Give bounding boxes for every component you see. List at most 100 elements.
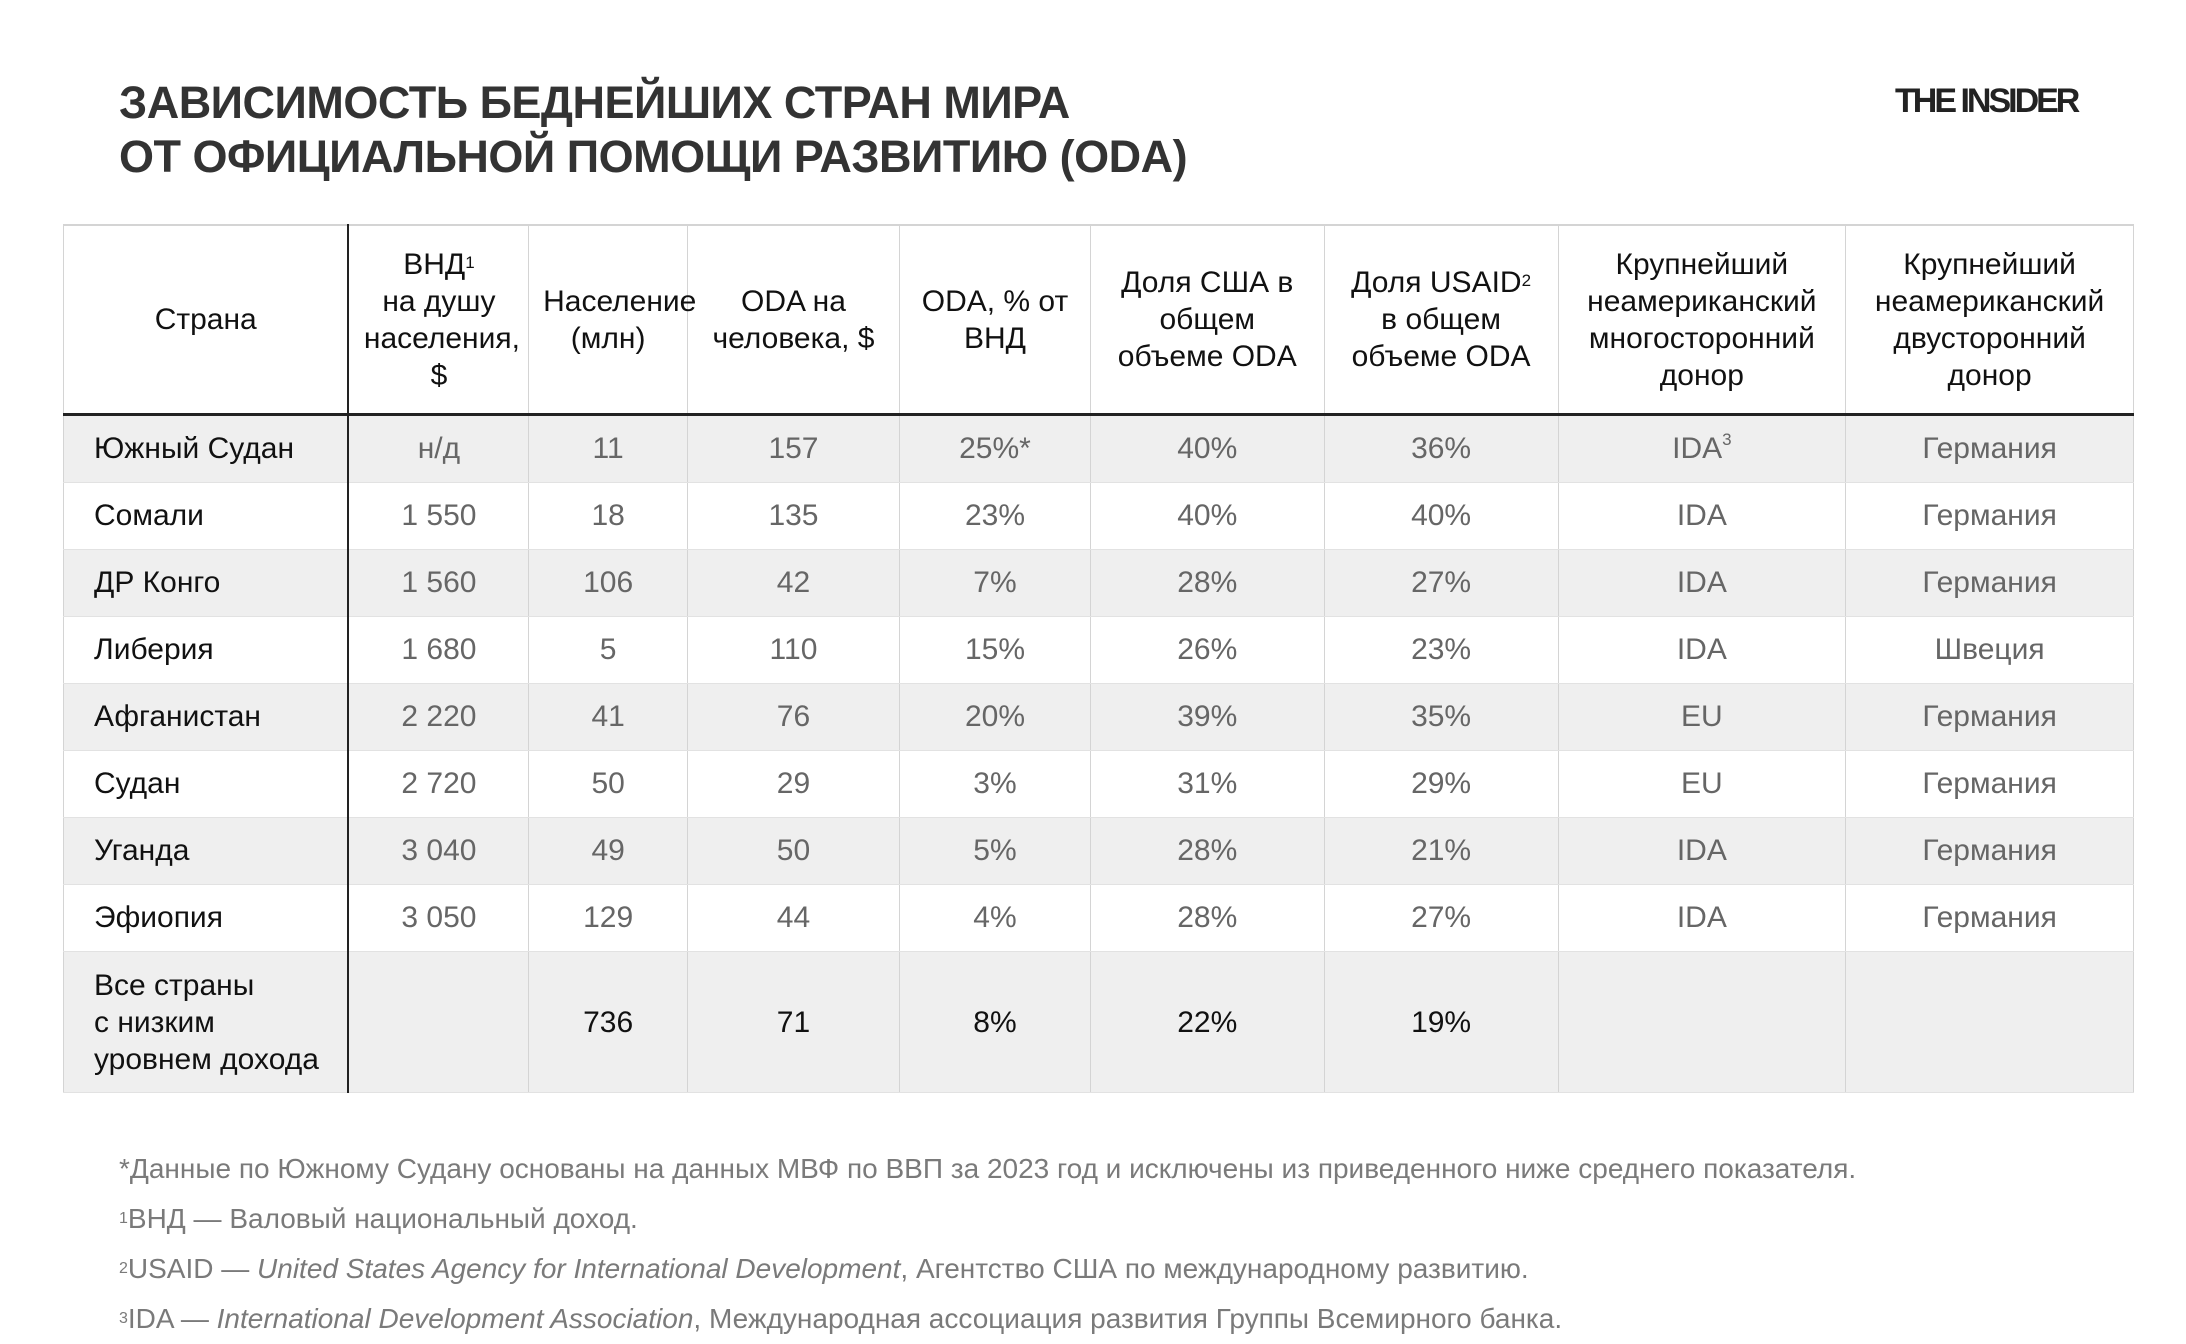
footnote-italic: International Development Association [216, 1303, 694, 1334]
footnote-text: IDA — [127, 1303, 217, 1334]
bilateral-donor-cell: Швеция [1845, 616, 2134, 684]
table-row: Либерия 1 680 5 110 15% 26% 23% IDA Швеция [63, 616, 2134, 684]
header-oda-gni: ODA, % от ВНД [899, 224, 1091, 416]
header-oda-per-capita: ODA на человека, $ [686, 224, 901, 416]
cell-text: с низким [94, 1005, 215, 1039]
footnote-ref: 1 [465, 252, 475, 272]
footnote-text: ВНД — Валовый национальный доход. [127, 1203, 638, 1234]
header-gni: ВНД1 на душу населения, $ [347, 224, 530, 416]
header-text: на душу населения, $ [363, 284, 520, 392]
oda-per-capita-cell: 29 [686, 750, 901, 818]
gni-cell: 3 040 [347, 817, 530, 885]
gni-cell: 1 680 [347, 616, 530, 684]
bilateral-donor-cell: Германия [1845, 817, 2134, 885]
oda-per-capita-cell: 157 [686, 414, 901, 483]
country-cell: Все страны с низким уровнем дохода [63, 951, 350, 1093]
bilateral-donor-cell: Германия [1845, 683, 2134, 751]
population-cell: 736 [528, 951, 688, 1093]
header-country: Страна [63, 224, 350, 416]
multilateral-donor-cell [1557, 951, 1847, 1093]
us-share-cell: 28% [1089, 817, 1325, 885]
population-cell: 18 [528, 482, 688, 550]
table-row: Сомали 1 550 18 135 23% 40% 40% IDA Германия [63, 482, 2134, 550]
multilateral-donor-cell: IDA [1557, 482, 1847, 550]
country-cell: Южный Судан [63, 414, 350, 483]
table-row: ДР Конго 1 560 106 42 7% 28% 27% IDA Германия [63, 549, 2134, 617]
country-cell: ДР Конго [63, 549, 350, 617]
header-us-share: Доля США в общем объеме ODA [1089, 224, 1325, 416]
multilateral-donor-cell: EU [1557, 683, 1847, 751]
gni-cell: 3 050 [347, 884, 530, 952]
footnote-text: , Международная ассоциация развития Груп… [693, 1303, 1563, 1334]
oda-per-capita-cell: 110 [686, 616, 901, 684]
oda-per-capita-cell: 135 [686, 482, 901, 550]
multilateral-donor-cell: IDA3 [1557, 414, 1847, 483]
usaid-share-cell: 35% [1323, 683, 1559, 751]
footnote-2: 2USAID — United States Agency for Intern… [119, 1244, 1856, 1294]
cell-text: Все страны [94, 968, 255, 1002]
us-share-cell: 22% [1089, 951, 1325, 1093]
us-share-cell: 31% [1089, 750, 1325, 818]
table-row: Судан 2 720 50 29 3% 31% 29% EU Германия [63, 750, 2134, 818]
header-usaid-share: Доля USAID2 в общем объеме ODA [1323, 224, 1559, 416]
header-text: в общем объеме ODA [1351, 303, 1531, 373]
header-text: Страна [154, 303, 257, 336]
footnote-ref: 2 [1521, 271, 1532, 290]
oda-gni-cell: 5% [899, 817, 1091, 885]
footnote-number: 1 [119, 1210, 128, 1227]
oda-gni-cell: 3% [899, 750, 1091, 818]
oda-table: Страна ВНД1 на душу населения, $ Населени… [63, 224, 2134, 1093]
footnote-ref: 3 [1722, 430, 1732, 449]
header-text: Население (млн) [543, 284, 697, 355]
bilateral-donor-cell [1845, 951, 2134, 1093]
oda-gni-cell: 23% [899, 482, 1091, 550]
header-text: ODA, % от ВНД [921, 284, 1069, 355]
header-text: ВНД [403, 247, 466, 281]
multilateral-donor-cell: IDA [1557, 549, 1847, 617]
oda-per-capita-cell: 44 [686, 884, 901, 952]
table-row: Афганистан 2 220 41 76 20% 39% 35% EU Германия [63, 683, 2134, 751]
country-cell: Судан [63, 750, 350, 818]
us-share-cell: 40% [1089, 414, 1325, 483]
cell-text: IDA [1672, 432, 1723, 465]
header-text: Крупнейший неамериканский многосторонний… [1587, 247, 1817, 392]
country-cell: Уганда [63, 817, 350, 885]
footnote-text: USAID — [127, 1253, 258, 1284]
population-cell: 41 [528, 683, 688, 751]
footnote-3: 3IDA — International Development Associa… [119, 1294, 1856, 1344]
oda-per-capita-cell: 50 [686, 817, 901, 885]
multilateral-donor-cell: EU [1557, 750, 1847, 818]
usaid-share-cell: 19% [1323, 951, 1559, 1093]
usaid-share-cell: 40% [1323, 482, 1559, 550]
us-share-cell: 40% [1089, 482, 1325, 550]
population-cell: 106 [528, 549, 688, 617]
footnote-number: 3 [119, 1310, 128, 1327]
header-population: Население (млн) [528, 224, 697, 416]
title-line-2: ОТ ОФИЦИАЛЬНОЙ ПОМОЩИ РАЗВИТИЮ (ODA) [119, 131, 1188, 182]
footnote-italic: United States Agency for International D… [257, 1253, 901, 1284]
population-cell: 49 [528, 817, 688, 885]
usaid-share-cell: 27% [1323, 884, 1559, 952]
header-text: ODA на человека, $ [712, 284, 875, 355]
header-row: Страна ВНД1 на душу населения, $ Населени… [63, 224, 2134, 416]
usaid-share-cell: 21% [1323, 817, 1559, 885]
gni-cell: 1 560 [347, 549, 530, 617]
footnote-number: 2 [119, 1260, 128, 1277]
gni-cell: 2 720 [347, 750, 530, 818]
oda-gni-cell: 4% [899, 884, 1091, 952]
us-share-cell: 28% [1089, 884, 1325, 952]
bilateral-donor-cell: Германия [1845, 884, 2134, 952]
title-line-1: ЗАВИСИМОСТЬ БЕДНЕЙШИХ СТРАН МИРА [119, 77, 1070, 128]
bilateral-donor-cell: Германия [1845, 414, 2134, 483]
oda-gni-cell: 25%* [899, 414, 1091, 483]
header-text: Доля США в общем объеме ODA [1117, 266, 1297, 373]
table-row: Эфиопия 3 050 129 44 4% 28% 27% IDA Германия [63, 884, 2134, 952]
oda-gni-cell: 7% [899, 549, 1091, 617]
footnote-asterisk: *Данные по Южному Судану основаны на дан… [119, 1153, 1857, 1184]
oda-gni-cell: 20% [899, 683, 1091, 751]
cell-text: уровнем дохода [94, 1042, 319, 1076]
multilateral-donor-cell: IDA [1557, 817, 1847, 885]
footnote-1: 1ВНД — Валовый национальный доход. [119, 1194, 1856, 1244]
header-text: Крупнейший неамериканский двусторонний д… [1874, 247, 2105, 392]
bilateral-donor-cell: Германия [1845, 750, 2134, 818]
